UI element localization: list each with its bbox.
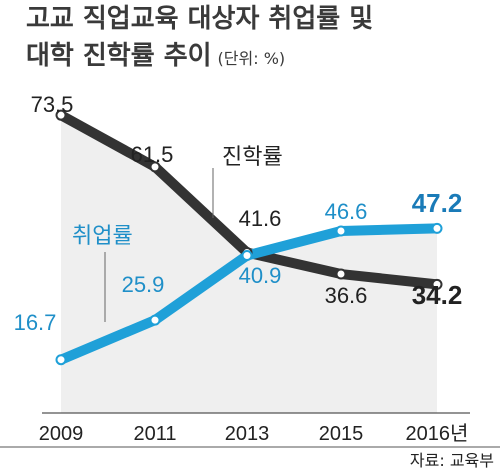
series-label-entrance: 진학률	[222, 145, 283, 170]
plot-area: 73.5 61.5 41.6 36.6 34.2 16.7 25.9 40.9 46.6 47.2…	[0, 92, 500, 448]
chart-title-line2-text: 대학 진학률 추이	[26, 41, 212, 71]
x-tick-label-1: 2011	[133, 423, 176, 445]
marker-employment-3	[335, 225, 347, 237]
data-label-entrance-2015: 36.6	[325, 283, 368, 308]
marker-entrance-3	[335, 268, 347, 280]
chart-unit: (단위: %)	[218, 49, 286, 68]
data-label-entrance-2013: 41.6	[239, 206, 282, 231]
data-label-employment-2013: 40.9	[239, 263, 282, 288]
data-label-employment-2011: 25.9	[122, 272, 165, 297]
data-label-entrance-2009: 73.5	[31, 92, 74, 117]
x-tick-label-2: 2013	[225, 423, 270, 445]
chart-title-line2: 대학 진학률 추이 (단위: %)	[26, 41, 285, 71]
data-label-employment-2015: 46.6	[325, 199, 368, 224]
shaded-area	[61, 115, 437, 414]
data-label-employment-2009: 16.7	[14, 310, 57, 335]
marker-employment-1	[149, 314, 161, 326]
marker-entrance-0	[55, 109, 67, 121]
chart-title-line1: 고교 직업교육 대상자 취업률 및	[26, 4, 373, 34]
chart-source: 자료: 교육부	[410, 451, 494, 470]
x-tick-label-0: 2009	[39, 423, 84, 445]
marker-employment-4	[431, 222, 443, 234]
series-label-employment: 취업률	[72, 224, 133, 249]
marker-employment-0	[55, 354, 67, 366]
marker-employment-2	[241, 250, 253, 262]
marker-entrance-1	[149, 161, 161, 173]
marker-entrance-4	[431, 278, 443, 290]
data-label-entrance-2011: 61.5	[131, 142, 174, 167]
data-label-entrance-2016: 34.2	[412, 280, 463, 310]
x-tick-label-3: 2015	[319, 423, 364, 445]
x-tick-label-4: 2016년	[406, 422, 469, 445]
data-label-employment-2016: 47.2	[412, 188, 463, 218]
